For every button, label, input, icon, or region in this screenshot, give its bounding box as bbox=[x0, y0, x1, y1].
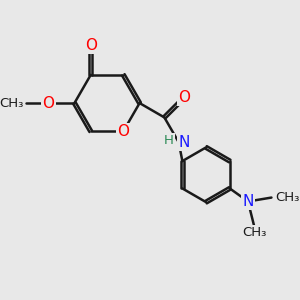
Text: CH₃: CH₃ bbox=[275, 191, 300, 204]
Text: N: N bbox=[242, 194, 254, 209]
Text: CH₃: CH₃ bbox=[0, 97, 24, 110]
Text: N: N bbox=[179, 135, 190, 150]
Text: CH₃: CH₃ bbox=[242, 226, 267, 239]
Text: O: O bbox=[117, 124, 129, 139]
Text: O: O bbox=[178, 90, 190, 105]
Text: H: H bbox=[164, 134, 173, 147]
Text: O: O bbox=[85, 38, 97, 53]
Text: O: O bbox=[42, 96, 54, 111]
